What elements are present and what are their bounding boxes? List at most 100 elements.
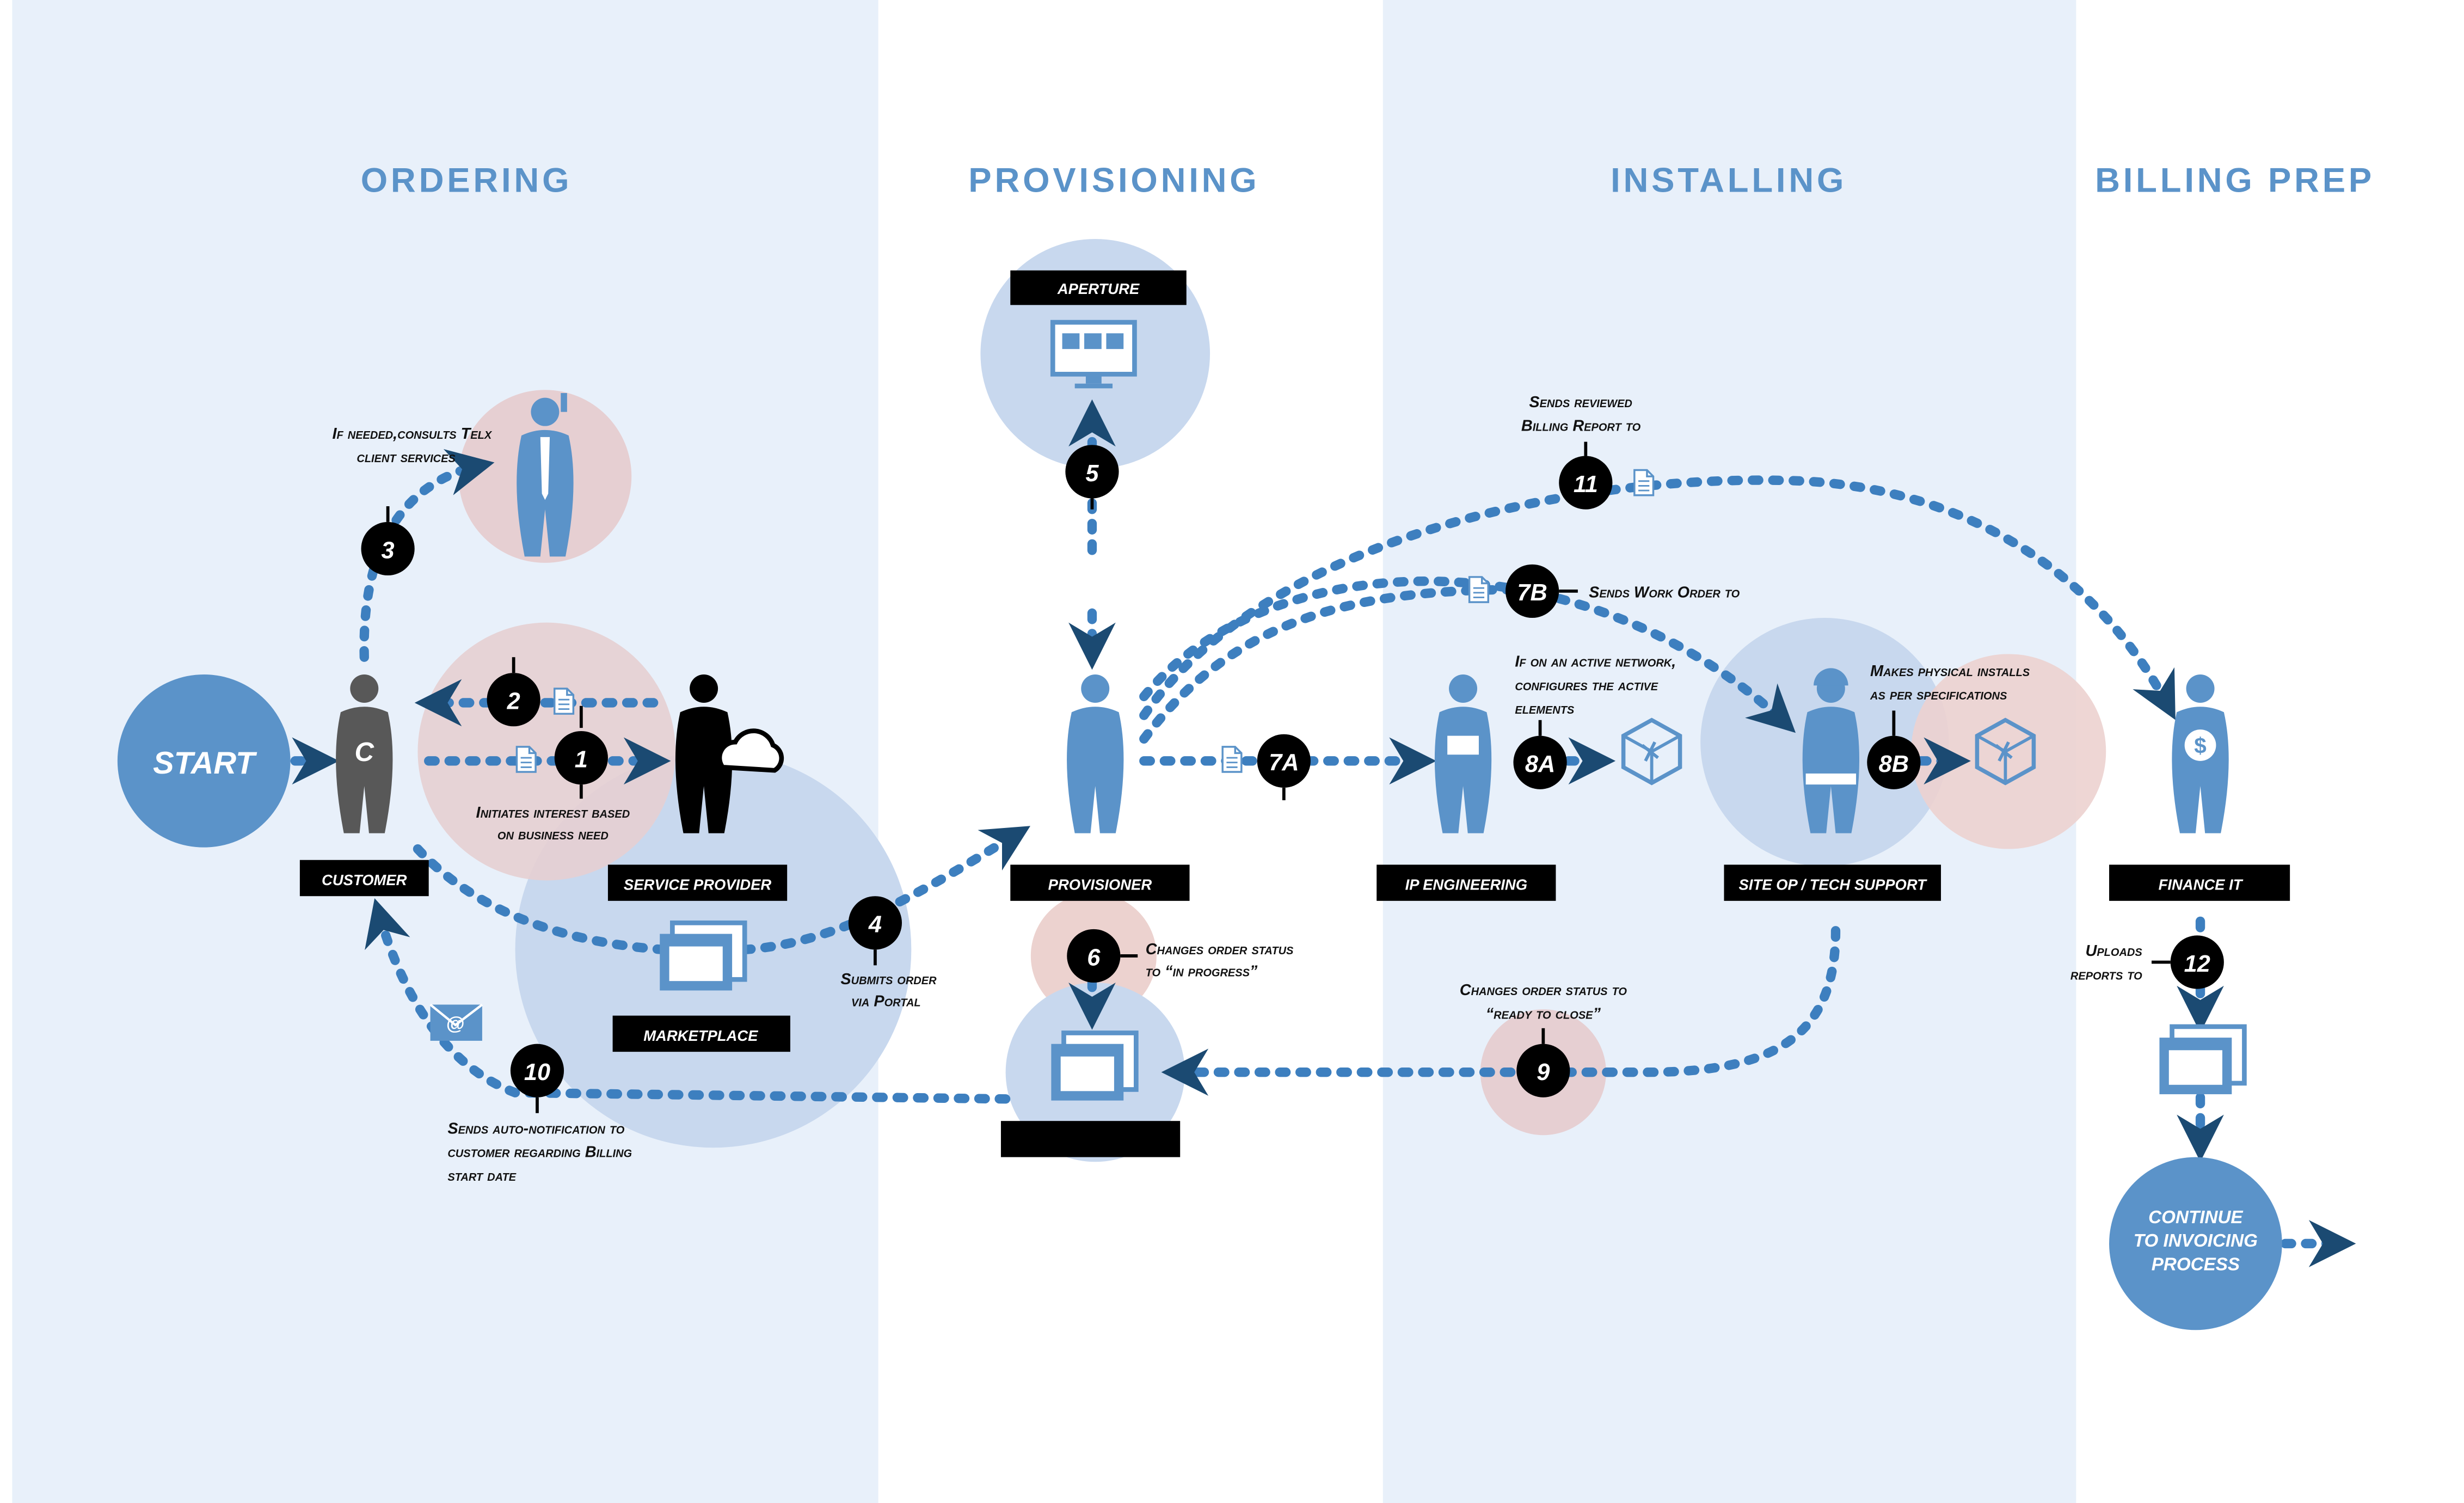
document-icon <box>1221 746 1243 773</box>
step-numbers: 1 2 3 4 5 6 7A 7B 8A 8B 9 10 11 12 <box>382 461 2210 1085</box>
flow-lines <box>290 399 2356 1267</box>
note-8a-line-1: If on an active network, <box>1515 653 1676 671</box>
finance-it-figure <box>2172 674 2229 833</box>
phase-ordering: ORDERING <box>361 161 573 199</box>
note-11-line-1: Sends reviewed <box>1529 394 1632 411</box>
step-6 <box>1067 929 1121 983</box>
step-2-number: 2 <box>507 689 520 715</box>
marketplace-label-box <box>612 1015 790 1052</box>
provisioner-label-box <box>1010 864 1190 901</box>
step-7b <box>1506 564 1559 618</box>
note-10-line-3: start date <box>447 1167 516 1185</box>
start-terminal <box>117 674 291 848</box>
cloud-icon <box>717 728 784 773</box>
service-provider-label: SERVICE PROVIDER <box>624 876 771 893</box>
site-op-label: SITE OP / TECH SUPPORT <box>1739 876 1928 893</box>
step-3 <box>361 522 415 576</box>
step-12-number: 12 <box>2184 951 2210 977</box>
continue-label-2: TO INVOICING <box>2134 1231 2258 1251</box>
phase-provisioning: PROVISIONING <box>968 161 1259 199</box>
step-8b <box>1867 735 1921 789</box>
phase-billing-prep: BILLING PREP <box>2095 161 2375 199</box>
step-6-number: 6 <box>1087 944 1101 971</box>
continue-label-1: CONTINUE <box>2148 1207 2243 1228</box>
step-markers <box>361 441 2224 1113</box>
provisioner-figure <box>1067 674 1124 833</box>
document-icon <box>1468 576 1489 603</box>
step-2 <box>487 673 540 727</box>
step-10-number: 10 <box>524 1059 550 1085</box>
step-5-number: 5 <box>1085 461 1099 487</box>
marketplace-portal-icon <box>660 923 745 990</box>
service-provider-label-box <box>607 864 788 901</box>
finance-it-label: FINANCE IT <box>2159 876 2244 893</box>
step-4-number: 4 <box>868 912 882 938</box>
note-9-line-2: “ready to close” <box>1486 1005 1601 1022</box>
aperture-label: APERTURE <box>1057 280 1140 297</box>
note-6-line-1: Changes order status <box>1146 941 1294 958</box>
step-5 <box>1065 445 1119 499</box>
note-12-line-1: Uploads <box>2085 942 2142 960</box>
annotations: Initiates interest based on business nee… <box>332 394 2142 1185</box>
note-10-line-2: customer regarding Billing <box>447 1144 632 1161</box>
aperture-label-box <box>1010 270 1187 305</box>
provisioning-portal-icon <box>1051 1033 1136 1100</box>
step-1 <box>554 731 608 785</box>
step-4 <box>848 896 902 950</box>
ip-engineering-label-box <box>1377 864 1556 901</box>
note-8b-line-1: Makes physical installs <box>1870 662 2030 680</box>
note-8a-line-2: configures the active <box>1515 677 1658 694</box>
document-icon <box>554 688 575 715</box>
ip-engineering-label: IP ENGINEERING <box>1405 876 1528 893</box>
customer-initial: C <box>355 738 375 767</box>
note-9-line-1: Changes order status to <box>1460 981 1627 999</box>
step-1-number: 1 <box>575 746 588 772</box>
step-8a <box>1513 735 1567 789</box>
marketplace-label: MARKETPLACE <box>643 1027 758 1044</box>
dollar-icon: $ <box>2194 733 2206 758</box>
note-4-line-1: Submits order <box>840 971 937 988</box>
customer-label: CUSTOMER <box>322 872 407 888</box>
step-9 <box>1516 1044 1570 1097</box>
step-11 <box>1559 456 1613 510</box>
email-icon: @ <box>429 1003 483 1041</box>
note-3-line-1: If needed,consults Telx <box>332 425 492 443</box>
step-11-number: 11 <box>1574 471 1598 498</box>
step-9-number: 9 <box>1537 1059 1550 1085</box>
client-services-figure <box>517 393 574 557</box>
step-8b-number: 8B <box>1879 751 1909 777</box>
note-4-line-2: via Portal <box>851 992 921 1010</box>
site-op-figure <box>1802 668 1860 833</box>
note-10-line-1: Sends auto-notification to <box>447 1120 624 1137</box>
svg-text:@: @ <box>446 1014 465 1034</box>
step-7a-number: 7A <box>1269 750 1299 776</box>
continue-label-3: PROCESS <box>2152 1255 2240 1275</box>
step-10 <box>510 1044 564 1097</box>
step-8a-number: 8A <box>1525 751 1555 777</box>
finance-it-label-box <box>2109 864 2290 901</box>
ip-engineering-figure <box>1434 674 1492 833</box>
aperture-monitor-icon <box>1050 320 1137 389</box>
step-7a <box>1257 734 1311 788</box>
step-7b-number: 7B <box>1517 580 1547 606</box>
note-12-line-2: reports to <box>2070 966 2142 983</box>
document-icon <box>515 746 537 773</box>
phase-installing: INSTALLING <box>1611 161 1847 199</box>
note-3-line-2: client services <box>357 449 456 466</box>
note-8a-line-3: elements <box>1515 700 1575 717</box>
note-1-line-1: Initiates interest based <box>476 804 630 821</box>
note-7b: Sends Work Order to <box>1589 584 1740 601</box>
note-6-line-2: to “in progress” <box>1146 962 1258 980</box>
provisioning-portal-label-box <box>1000 1121 1181 1157</box>
halo-service-provider <box>417 622 676 881</box>
note-8b-line-2: as per specifications <box>1870 686 2007 703</box>
note-1-line-2: on business need <box>497 826 609 843</box>
start-label: START <box>153 746 257 781</box>
site-op-label-box <box>1724 864 1941 901</box>
note-11-line-2: Billing Report to <box>1521 417 1641 434</box>
billing-portal-icon <box>2159 1027 2244 1094</box>
step-12 <box>2170 935 2224 989</box>
provisioner-label: PROVISIONER <box>1048 876 1152 893</box>
step-3-number: 3 <box>382 537 395 563</box>
